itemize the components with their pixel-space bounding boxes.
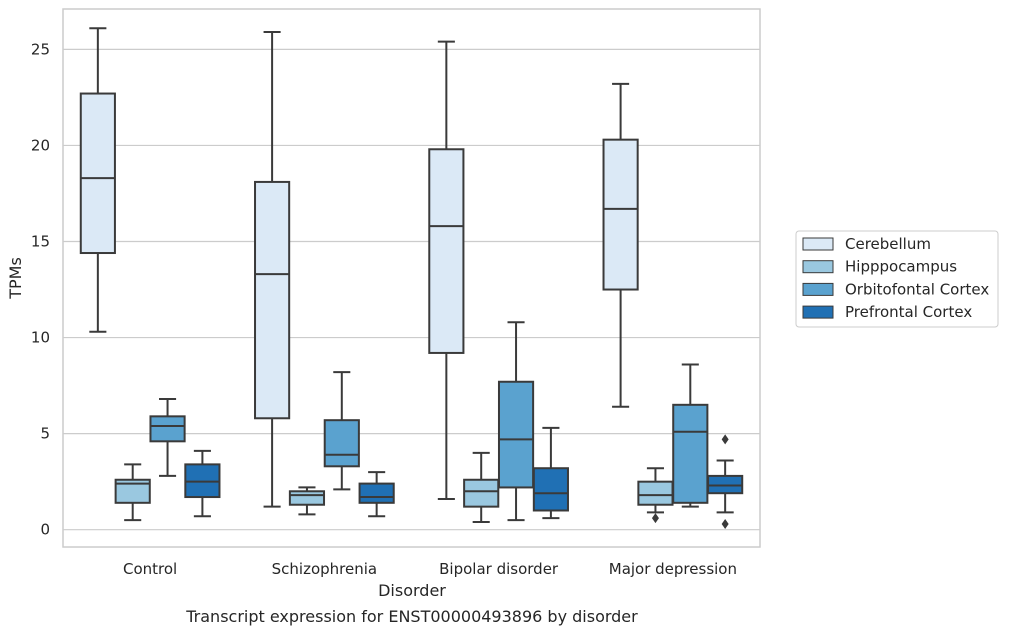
y-tick-label: 20 [31,136,50,154]
box-body [602,138,639,291]
box-body [114,478,151,504]
legend-swatch [802,305,834,319]
x-tick-label: Bipolar disorder [439,560,559,578]
box-0-3 [184,449,221,518]
x-tick-label: Control [123,560,177,578]
box-1-0 [254,31,291,508]
box-body [288,490,326,506]
y-tick-label: 15 [31,232,50,250]
outlier-point [651,513,659,524]
chart-caption: Transcript expression for ENST0000049389… [185,607,638,626]
box-3-0 [602,82,639,408]
y-tick-label: 0 [40,521,50,539]
box-2-0 [428,40,465,500]
box-body [149,415,186,443]
box-2-2 [497,321,535,522]
box-body [323,419,360,468]
box-0-0 [79,27,116,333]
y-axis-label: TPMs [6,257,25,300]
y-axis-ticks: 0 5 10 15 20 25 [31,40,50,538]
plot-area [79,27,744,529]
box-body [79,92,116,255]
box-body [463,478,500,508]
y-tick-label: 5 [40,425,50,443]
legend-label: Prefrontal Cortex [845,303,972,321]
box-0-2 [149,398,186,477]
legend-label: Hipppocampus [845,258,957,276]
box-body [532,467,569,512]
plot-frame [62,8,761,548]
legend-label: Cerebellum [845,235,931,253]
box-body [672,403,709,504]
x-tick-label: Major depression [609,560,737,578]
y-tick-label: 25 [31,40,50,58]
box-1-3 [358,471,395,518]
box-3-3 [707,434,744,529]
box-body [358,482,395,504]
box-2-3 [532,426,569,520]
box-3-2 [672,363,709,508]
legend-frame [795,230,999,328]
legend-swatch [802,260,834,274]
box-1-2 [323,371,360,491]
box-body [254,180,291,420]
legend: Cerebellum Hipppocampus Orbitofontal Corte… [795,230,999,328]
legend-label: Orbitofontal Cortex [845,280,989,298]
legend-swatch [802,237,834,251]
x-axis-label: Disorder [378,581,446,600]
box-body [497,380,535,489]
box-body [428,148,465,354]
x-tick-label: Schizophrenia [272,560,377,578]
outlier-point [721,434,729,445]
x-axis-ticks: Control Schizophrenia Bipolar disorder Majo… [123,560,737,578]
box-body [637,480,674,506]
box-3-1 [637,467,674,524]
box-2-1 [463,451,500,524]
outlier-point [721,518,729,529]
box-0-1 [114,463,151,522]
y-tick-label: 10 [31,329,50,347]
legend-swatch [802,282,834,296]
box-1-1 [288,486,326,516]
